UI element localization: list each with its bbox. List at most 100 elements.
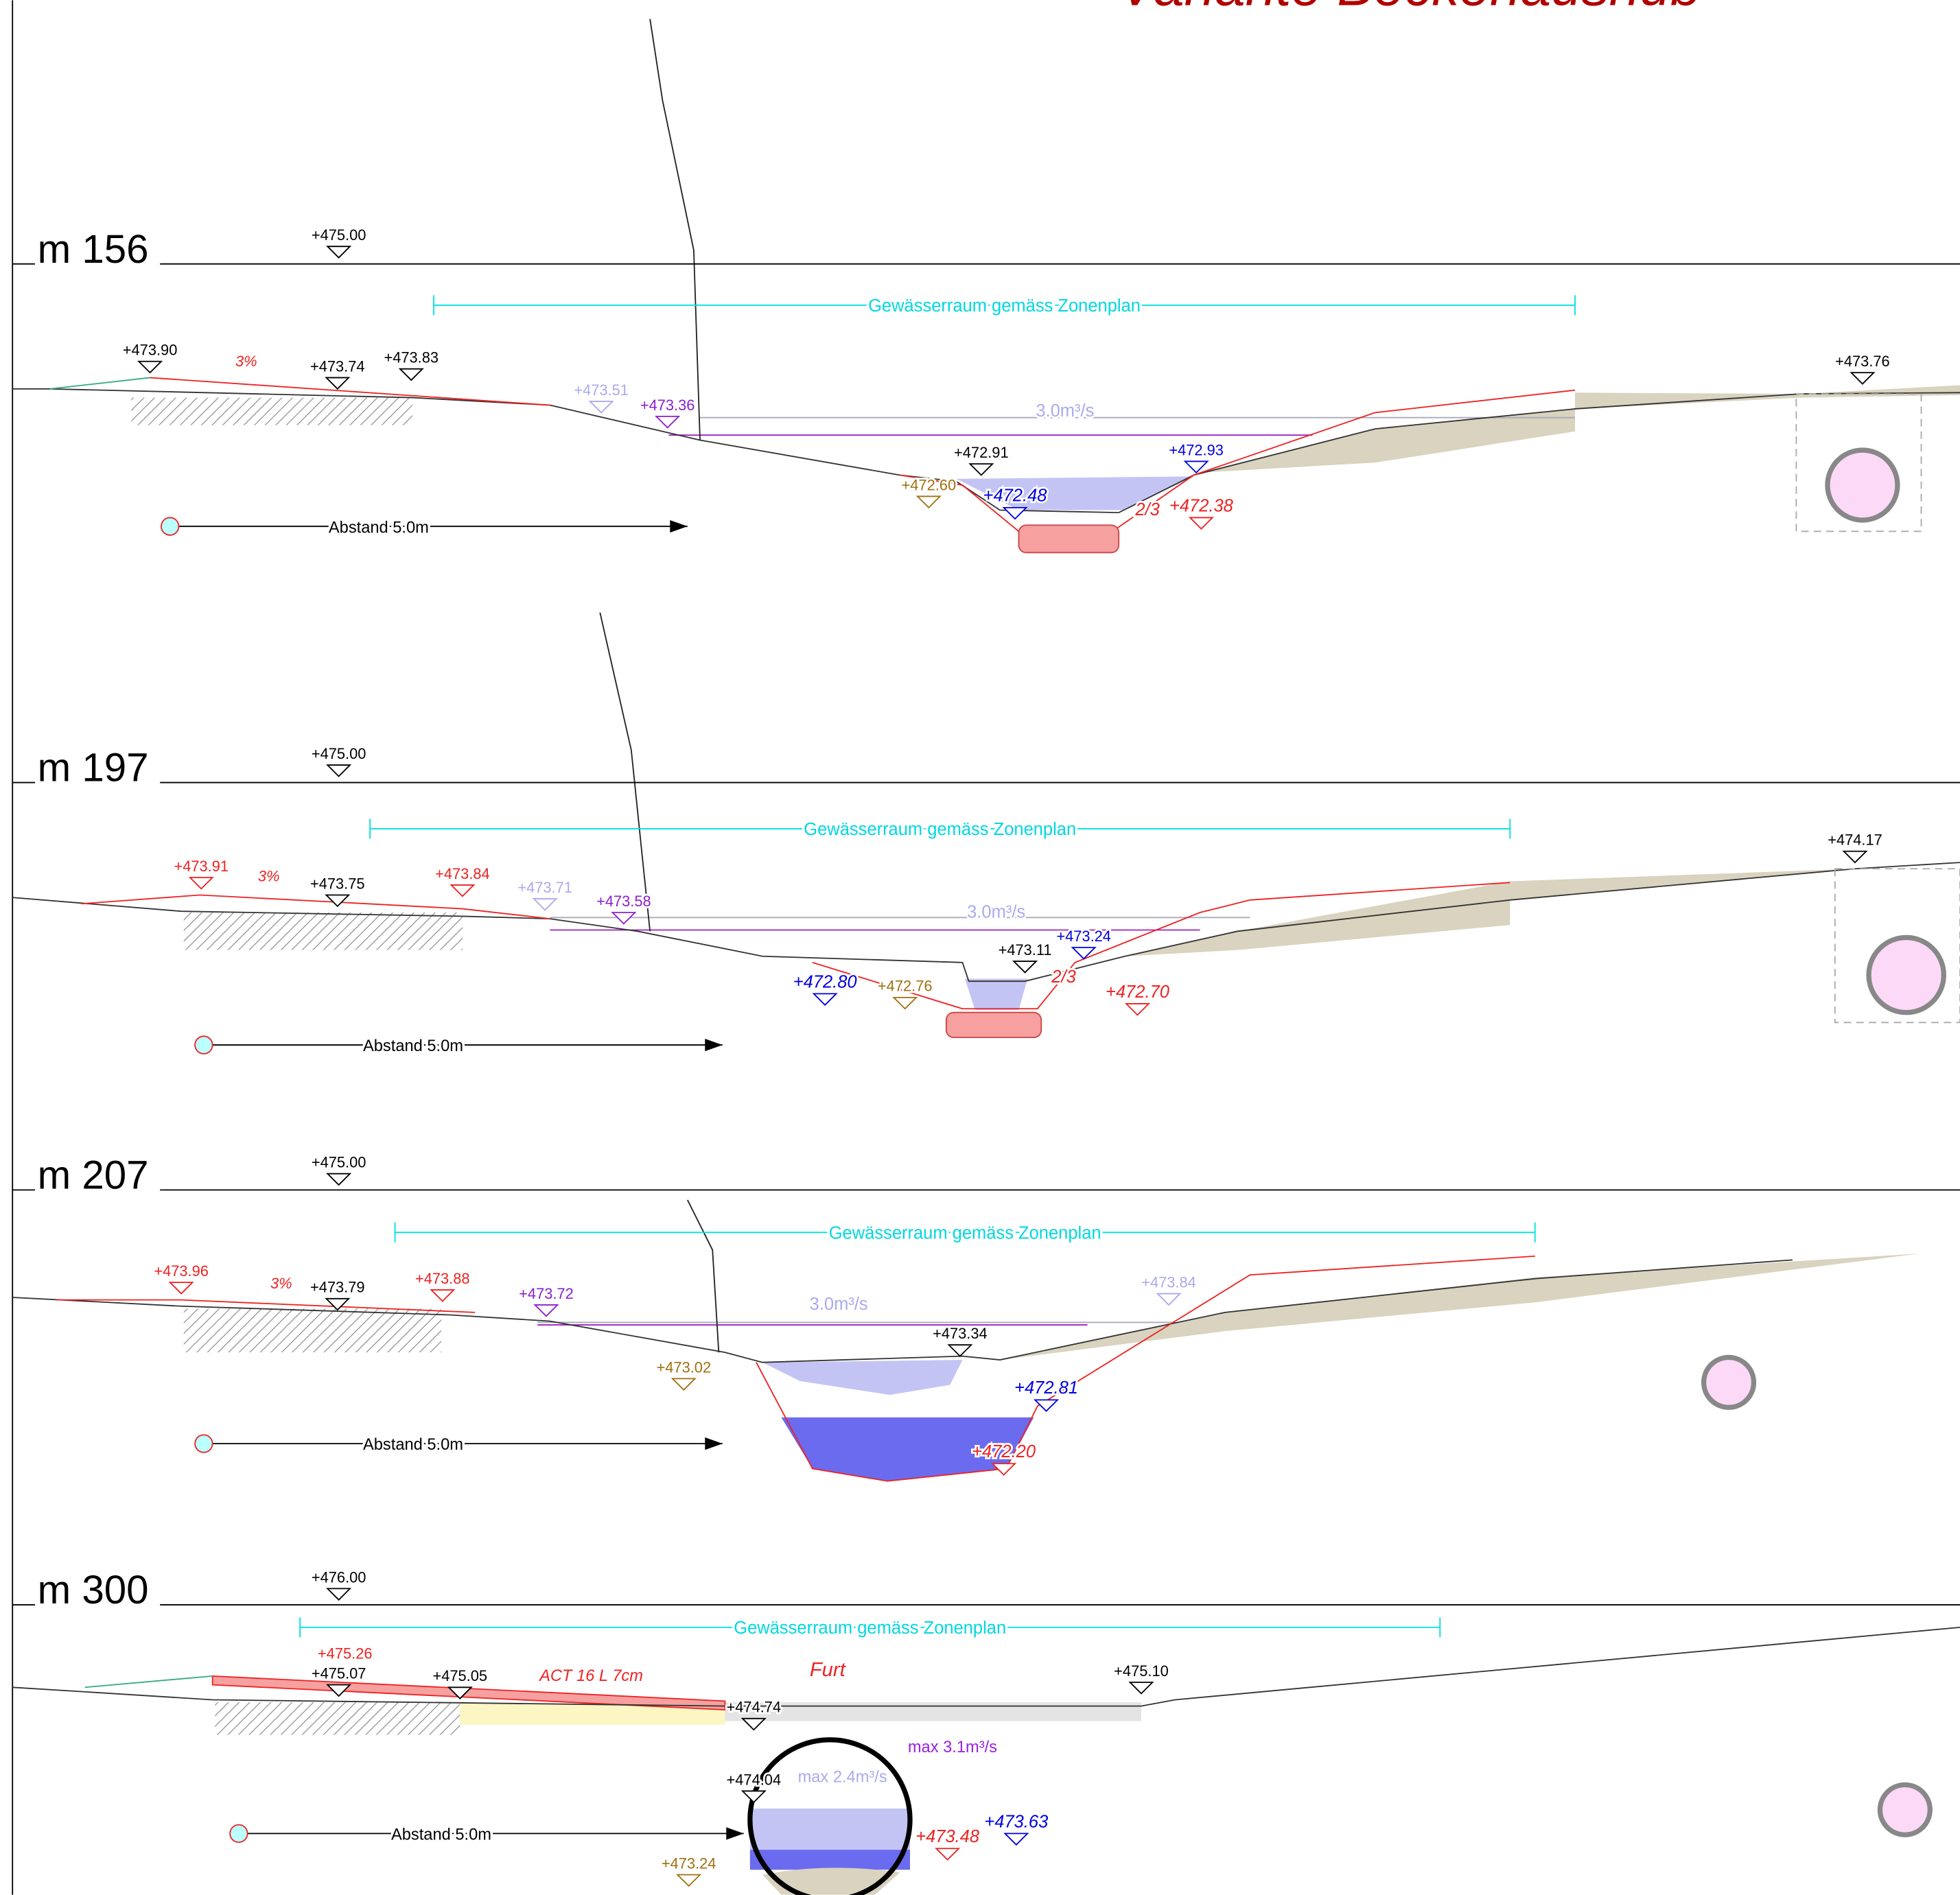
level-label: 2/3 [1134,500,1159,519]
level-label: +473.51 [574,381,629,399]
level-label: max 3.1m³/s [908,1739,997,1756]
level-label: ACT 16 L 7cm [538,1667,643,1685]
level-marker [398,368,424,381]
level-label: +473.84 [435,865,490,882]
level-label: +472.60 [902,476,957,493]
distance-label: Abstand 5.0m [363,1037,463,1055]
level-marker [611,912,637,925]
arrow-head [705,1437,723,1450]
level-label: +475.00 [312,226,366,244]
level-label: +473.83 [384,349,439,366]
level-label: +473.74 [310,357,365,375]
axis-marker [229,1824,248,1844]
level-label: +475.10 [1114,1662,1169,1680]
arrow-head [726,1827,744,1840]
level-label: 2/3 [1051,967,1075,987]
level-label: +472.70 [1106,982,1169,1002]
zone-label: Gewässerraum gemäss Zonenplan [868,296,1141,316]
level-marker [740,1790,767,1804]
level-marker [1850,372,1876,385]
level-label: +475.26 [318,1645,373,1662]
level-label: +473.48 [915,1827,980,1846]
distance-label: Abstand 5.0m [363,1436,463,1454]
level-label: +473.76 [1835,353,1890,370]
arrow-head [670,520,688,533]
level-marker [326,764,352,777]
level-label: +473.71 [517,879,572,896]
zone-label: Gewässerraum gemäss Zonenplan [829,1223,1101,1243]
level-marker [676,1874,702,1887]
level-label: +474.74 [727,1699,782,1716]
level-label: +474.17 [1828,832,1882,849]
section-label: m 300 [38,1568,149,1612]
level-label: +473.84 [1141,1273,1196,1291]
level-label: 3.0m³/s [967,902,1025,921]
level-marker [326,1588,352,1601]
level-marker [740,1717,767,1731]
arrow-head [705,1038,723,1052]
level-marker [935,1848,961,1861]
level-marker [430,1289,456,1302]
level-marker [670,1378,697,1391]
distance-label: Abstand 5.0m [329,519,429,537]
level-marker [325,1297,351,1311]
level-marker [326,1684,352,1697]
section-label: m 197 [38,746,149,790]
level-marker [325,377,351,390]
level-label: +473.88 [415,1270,470,1287]
level-label: +473.79 [310,1279,365,1296]
level-label: +472.48 [983,486,1048,506]
level-label: +473.34 [933,1325,988,1342]
section-label: m 207 [38,1153,149,1198]
level-marker [188,877,214,890]
level-label: 3% [235,353,257,370]
zone-label: Gewässerraum gemäss Zonenplan [804,820,1076,839]
level-label: +473.24 [1056,928,1111,945]
level-label: +473.72 [519,1285,574,1302]
level-label: +472.81 [1014,1378,1078,1398]
level-label: 3% [258,867,280,884]
level-label: 3.0m³/s [1036,401,1094,421]
zone-label: Gewässerraum gemäss Zonenplan [734,1619,1006,1638]
level-label: +472.93 [1169,441,1224,458]
level-label: +474.04 [727,1771,782,1788]
axis-marker [194,1434,213,1453]
level-marker [947,1344,973,1357]
level-marker [137,360,163,374]
level-marker [1003,1833,1029,1846]
level-marker [1156,1293,1182,1306]
section-label: m 156 [38,227,149,272]
level-marker [991,1463,1017,1476]
level-label: +472.38 [1169,496,1234,515]
level-label: 3% [270,1275,292,1292]
level-marker [326,1173,352,1186]
level-label: +472.76 [878,978,933,995]
level-label: +473.91 [174,858,229,875]
level-marker [1033,1399,1060,1413]
level-label: +475.00 [312,745,366,762]
level-label: +472.80 [793,972,857,991]
level-marker [447,1686,473,1699]
level-label: 3.0m³/s [810,1295,868,1314]
level-marker [1842,850,1868,864]
level-label: Furt [810,1659,847,1681]
level-label: +475.05 [432,1667,487,1684]
level-marker [655,415,681,429]
level-label: +476.00 [312,1568,366,1586]
level-label: +472.20 [972,1442,1036,1461]
level-label: +473.63 [984,1812,1048,1831]
level-marker [1183,460,1209,474]
level-marker [325,894,351,908]
level-label: +472.91 [954,444,1009,461]
axis-marker [194,1035,213,1055]
level-marker [1124,1003,1151,1016]
distance-label: Abstand 5.0m [391,1826,491,1844]
level-marker [812,993,838,1007]
level-label: +473.36 [640,397,695,414]
level-label: +473.75 [310,875,365,892]
level-marker [1128,1682,1154,1695]
level-label: +475.07 [312,1665,366,1682]
level-marker [1071,947,1097,960]
level-marker [588,401,614,414]
level-label: max 2.4m³/s [798,1769,887,1787]
